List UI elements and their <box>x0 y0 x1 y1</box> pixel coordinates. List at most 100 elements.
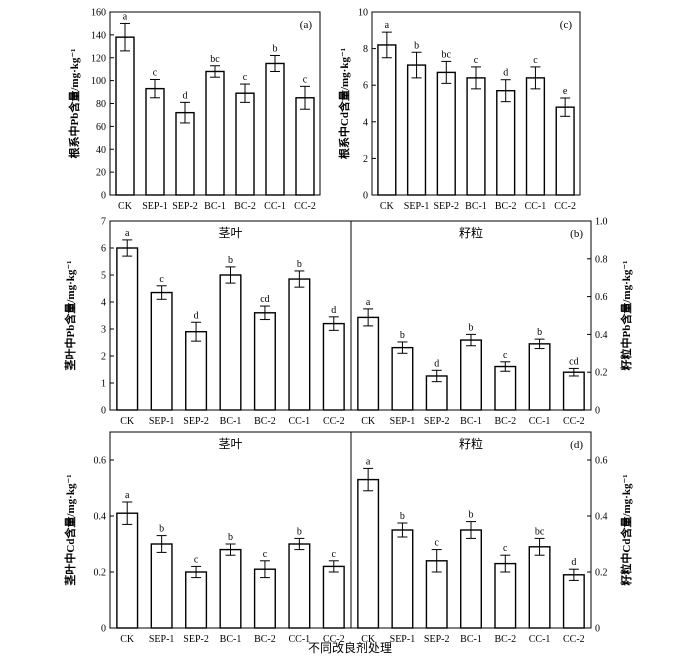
y-right-tick-label: 0.4 <box>595 512 608 523</box>
y-axis-label: 茎叶中Cd含量/mg·kg⁻¹ <box>63 474 77 585</box>
significance-letter: a <box>125 490 130 501</box>
significance-letter: a <box>366 456 371 467</box>
significance-letter: d <box>571 557 576 568</box>
significance-letter: c <box>332 549 337 560</box>
category-label: CK <box>120 416 135 427</box>
significance-letter: b <box>273 43 278 54</box>
section-label: 茎叶 <box>218 437 242 451</box>
bar-bc-1 <box>205 70 225 196</box>
category-label: CC-1 <box>529 416 551 427</box>
category-label: CC-2 <box>554 201 576 212</box>
y-tick-label: 80 <box>96 99 106 110</box>
bar-bc-2 <box>235 92 255 196</box>
category-label: CK <box>361 416 376 427</box>
category-label: BC-1 <box>465 201 487 212</box>
category-label: SEP-1 <box>149 416 175 427</box>
y-tick-label: 0.2 <box>94 568 107 579</box>
significance-letter: c <box>243 72 248 83</box>
significance-letter: a <box>123 11 128 22</box>
category-label: BC-2 <box>494 634 516 645</box>
significance-letter: b <box>414 40 419 51</box>
bar-cc-1 <box>288 278 311 411</box>
category-label: BC-2 <box>495 201 517 212</box>
significance-letter: c <box>303 74 308 85</box>
bar-cc-1 <box>525 77 546 196</box>
category-label: BC-2 <box>254 416 276 427</box>
bar-ck <box>115 36 135 196</box>
significance-letter: a <box>366 297 371 308</box>
bar-bc-1 <box>460 339 482 411</box>
significance-letter: b <box>537 327 542 338</box>
category-label: CC-2 <box>294 201 316 212</box>
bar-cc-1 <box>288 543 311 629</box>
significance-letter: d <box>183 90 188 101</box>
y-right-tick-label: 1.0 <box>595 217 608 228</box>
bar-bc-1 <box>460 529 482 629</box>
significance-letter: c <box>474 55 479 66</box>
bar-cc-1 <box>528 343 551 411</box>
category-label: CC-1 <box>529 634 551 645</box>
category-label: CC-2 <box>563 416 585 427</box>
bar-ck <box>357 316 380 411</box>
category-label: CK <box>118 201 133 212</box>
bar-bc-1 <box>219 548 242 629</box>
bar-ck <box>116 247 139 411</box>
y-right-tick-label: 0.8 <box>595 254 608 265</box>
y-right-tick-label: 0 <box>595 406 600 417</box>
y-tick-label: 140 <box>91 30 106 41</box>
y-right-tick-label: 0.6 <box>595 456 608 467</box>
y-tick-label: 120 <box>91 53 106 64</box>
significance-letter: b <box>469 322 474 333</box>
bar-cc-1 <box>265 62 285 196</box>
category-label: CK <box>380 201 395 212</box>
significance-letter: bc <box>535 526 545 537</box>
category-label: SEP-1 <box>404 201 430 212</box>
significance-letter: b <box>159 524 164 535</box>
bar-sep-1 <box>391 346 414 411</box>
y-tick-label: 0 <box>101 624 106 635</box>
y-tick-label: 40 <box>96 145 106 156</box>
figure-x-axis-label: 不同改良剂处理 <box>308 640 392 655</box>
y-right-tick-label: 0.2 <box>595 568 608 579</box>
significance-letter: c <box>159 274 164 285</box>
y-tick-label: 1 <box>101 379 106 390</box>
bar-bc-2 <box>253 312 276 411</box>
significance-letter: b <box>228 532 233 543</box>
significance-letter: c <box>153 67 158 78</box>
significance-letter: d <box>331 305 336 316</box>
significance-letter: c <box>194 554 199 565</box>
category-label: CC-1 <box>289 634 311 645</box>
significance-letter: b <box>400 511 405 522</box>
significance-letter: cd <box>260 294 269 305</box>
category-label: SEP-2 <box>434 201 460 212</box>
y-tick-label: 0 <box>101 191 106 202</box>
y-tick-label: 6 <box>363 81 368 92</box>
category-label: SEP-1 <box>390 416 416 427</box>
panel-label: (b) <box>570 228 583 240</box>
y-tick-label: 0 <box>363 191 368 202</box>
panel-d: 0 0.2 0.4 0.6 0 0.2 0.4 0.6 茎叶中Cd含量/mg·kg⁻¹ 籽粒中Cd… <box>63 431 633 645</box>
category-label: BC-2 <box>254 634 276 645</box>
panel-c: 0 2 4 6 8 10 根系中Cd含量/mg·kg⁻¹ (c) a CK b SEP-1 bc SEP-… <box>337 8 581 212</box>
category-label: CC-1 <box>289 416 311 427</box>
y-tick-label: 4 <box>101 298 106 309</box>
significance-letter: bc <box>210 54 220 65</box>
significance-letter: b <box>400 330 405 341</box>
bar-sep-1 <box>150 291 173 411</box>
category-label: SEP-1 <box>149 634 175 645</box>
significance-letter: e <box>563 86 568 97</box>
panel-label: (d) <box>570 439 583 451</box>
bar-sep-2 <box>436 71 456 196</box>
bar-sep-1 <box>150 543 173 629</box>
bar-cc-2 <box>555 106 575 196</box>
significance-letter: cd <box>569 356 578 367</box>
category-label: BC-1 <box>220 416 242 427</box>
category-label: SEP-2 <box>172 201 198 212</box>
bar-ck <box>357 478 380 629</box>
bar-cc-2 <box>322 565 345 629</box>
y-right-tick-label: 0.2 <box>595 368 608 379</box>
category-label: BC-1 <box>460 634 482 645</box>
y-tick-label: 5 <box>101 271 106 282</box>
significance-letter: c <box>503 350 508 361</box>
y-tick-label: 7 <box>101 217 106 228</box>
